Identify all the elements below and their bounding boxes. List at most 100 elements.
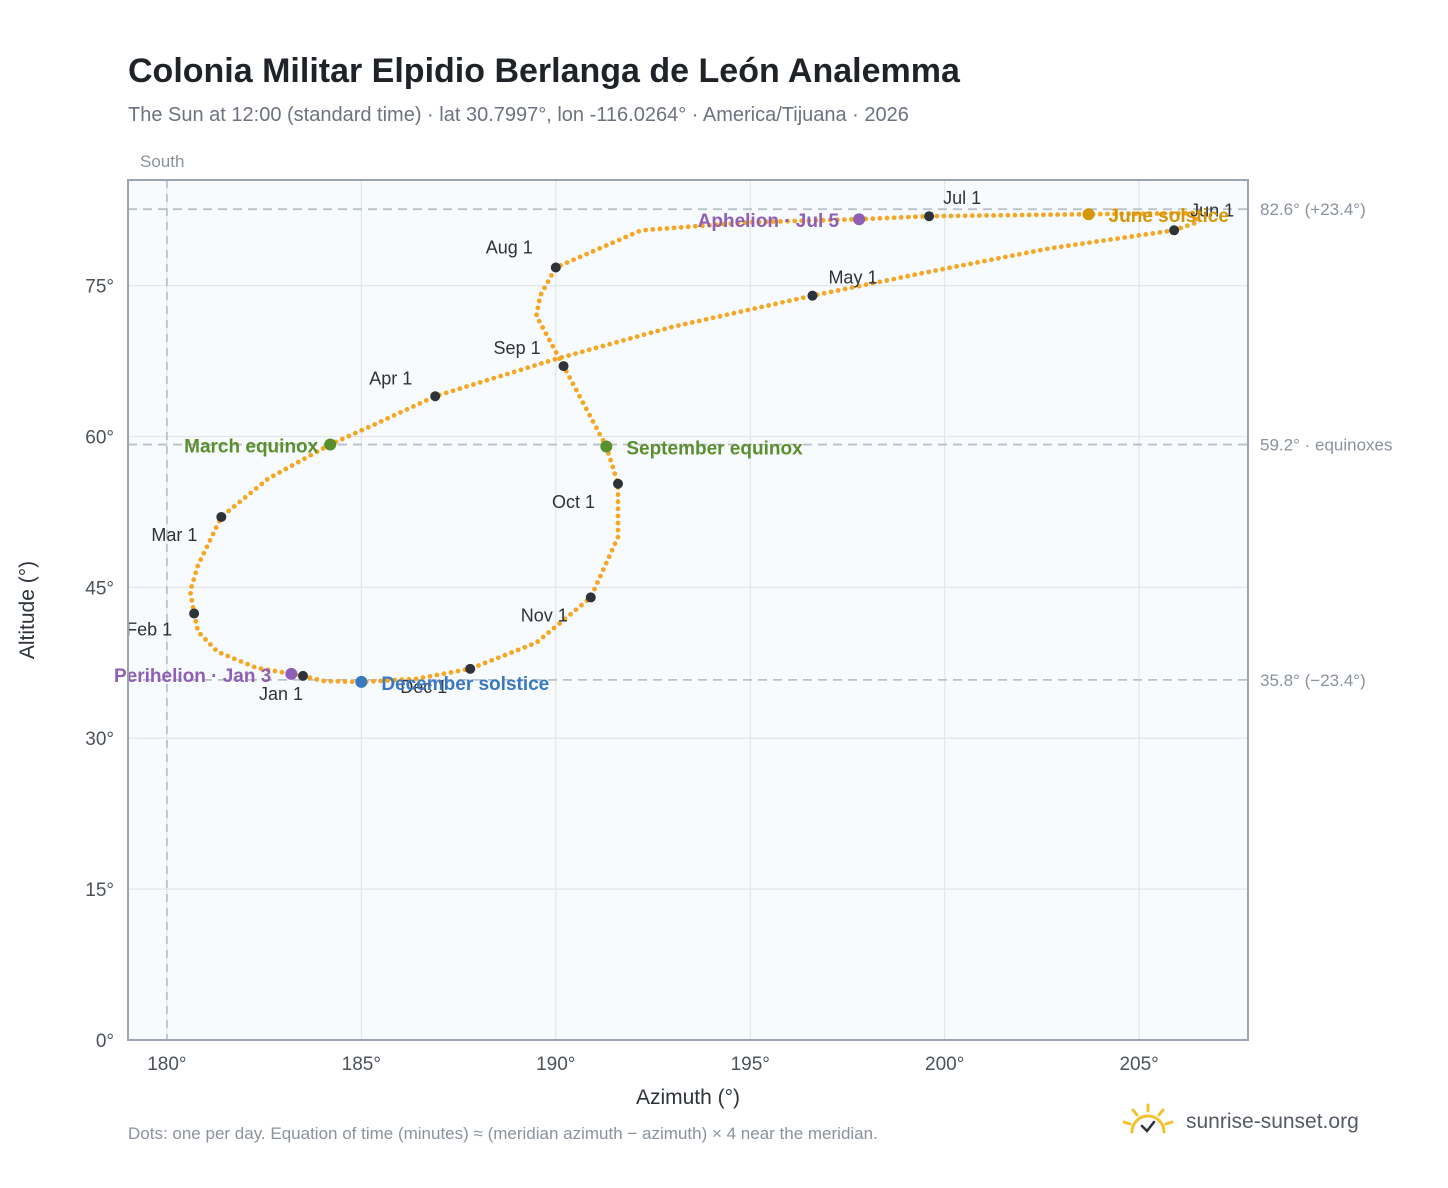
daily-sun-dot	[328, 678, 334, 684]
daily-sun-dot	[657, 226, 663, 232]
daily-sun-dot	[193, 570, 199, 576]
daily-sun-dot	[511, 369, 517, 375]
event-marker-dot	[1082, 208, 1095, 221]
daily-sun-dot	[600, 343, 606, 349]
daily-sun-dot	[615, 499, 621, 505]
analemma-dots	[188, 210, 1199, 685]
daily-sun-dot	[399, 677, 405, 683]
daily-sun-dot	[378, 419, 384, 424]
daily-sun-dot	[535, 639, 541, 644]
daily-sun-dot	[643, 227, 649, 233]
daily-sun-dot	[491, 375, 497, 381]
daily-sun-dot	[302, 456, 307, 462]
daily-sun-dot	[1087, 240, 1092, 246]
brand[interactable]: sunrise-sunset.org	[1120, 1100, 1359, 1144]
daily-sun-dot	[579, 349, 585, 355]
x-tick-label: 185°	[342, 1054, 381, 1075]
month-marker-dot	[924, 211, 935, 222]
reference-line-label: 35.8° (−23.4°)	[1260, 671, 1366, 690]
month-marker-label: Aug 1	[486, 238, 533, 258]
daily-sun-dot	[1176, 210, 1181, 216]
daily-sun-dot	[553, 350, 559, 355]
daily-sun-dot	[793, 296, 799, 302]
daily-sun-dot	[1164, 228, 1170, 234]
daily-sun-dot	[231, 504, 237, 509]
daily-sun-dot	[1161, 211, 1167, 216]
daily-sun-dot	[586, 347, 592, 353]
daily-sun-dot	[420, 675, 426, 680]
daily-sun-dot	[745, 307, 751, 313]
daily-sun-dot	[600, 567, 606, 573]
daily-sun-dot	[470, 382, 476, 387]
daily-sun-dot	[615, 492, 621, 497]
daily-sun-dot	[551, 625, 557, 631]
daily-sun-dot	[1051, 245, 1057, 251]
y-axis-label: Altitude (°)	[16, 561, 39, 659]
daily-sun-dot	[441, 671, 447, 677]
daily-sun-dot	[948, 213, 954, 219]
daily-sun-dot	[1178, 225, 1184, 231]
daily-sun-dot	[213, 525, 219, 530]
y-tick-label: 60°	[85, 427, 114, 448]
daily-sun-dot	[270, 473, 276, 479]
daily-sun-dot	[714, 222, 719, 228]
daily-sun-dot	[1147, 211, 1153, 217]
daily-sun-dot	[982, 258, 987, 264]
daily-sun-dot	[1136, 233, 1142, 238]
daily-sun-dot	[584, 251, 590, 257]
daily-sun-dot	[603, 243, 609, 248]
event-marker-label: September equinox	[626, 439, 803, 460]
daily-sun-dot	[549, 273, 554, 278]
daily-sun-dot	[314, 449, 320, 455]
daily-sun-dot	[820, 217, 826, 223]
daily-sun-dot	[477, 379, 483, 385]
month-marker-label: May 1	[828, 268, 877, 288]
daily-sun-dot	[615, 527, 621, 533]
daily-sun-dot	[792, 218, 798, 224]
y-tick-label: 0°	[96, 1031, 114, 1052]
daily-sun-dot	[641, 332, 647, 338]
daily-sun-dot	[685, 224, 691, 230]
daily-sun-dot	[342, 679, 348, 684]
brand-name[interactable]: sunrise-sunset.org	[1186, 1110, 1359, 1133]
daily-sun-dot	[1080, 241, 1085, 247]
daily-sun-dot	[1140, 211, 1146, 217]
daily-sun-dot	[1058, 244, 1064, 250]
month-marker-label: Jan 1	[259, 684, 303, 704]
daily-sun-dot	[662, 326, 667, 332]
chart-subtitle: The Sun at 12:00 (standard time) · lat 3…	[128, 104, 909, 126]
reference-line-label: 59.2° · equinoxes	[1260, 436, 1393, 455]
month-marker-label: Apr 1	[369, 368, 412, 388]
daily-sun-dot	[669, 324, 674, 330]
daily-sun-dot	[225, 653, 231, 659]
daily-sun-dot	[534, 312, 539, 318]
daily-sun-dot	[535, 305, 541, 311]
daily-sun-dot	[372, 421, 378, 427]
daily-sun-dot	[699, 223, 705, 229]
daily-sun-dot	[707, 222, 712, 228]
daily-sun-dot	[423, 398, 429, 403]
daily-sun-dot	[1019, 212, 1025, 218]
event-marker-label: December solstice	[381, 674, 549, 695]
month-marker-dot	[807, 290, 818, 301]
daily-sun-dot	[1115, 236, 1121, 241]
daily-sun-dot	[457, 386, 463, 392]
daily-sun-dot	[562, 616, 568, 622]
daily-sun-dot	[540, 325, 546, 330]
daily-sun-dot	[538, 291, 544, 297]
plot-frame	[127, 179, 1249, 1041]
daily-sun-dot	[1003, 254, 1008, 260]
daily-sun-dot	[590, 248, 596, 254]
daily-sun-dot	[545, 359, 551, 364]
event-markers: March equinox September equinox June solst…	[114, 206, 1229, 695]
daily-sun-dot	[849, 217, 854, 222]
daily-sun-dot	[571, 257, 576, 263]
daily-sun-dot	[295, 459, 301, 465]
daily-sun-dot	[913, 214, 918, 220]
daily-sun-dot	[272, 668, 278, 674]
daily-sun-dot	[842, 286, 848, 292]
daily-sun-dot	[189, 597, 195, 603]
daily-sun-dot	[1094, 239, 1099, 244]
month-markers: Jan 1 Feb 1 Mar 1 Apr 1 May 1 Jun 1 Jul 1 Aug 1…	[126, 188, 1234, 704]
daily-sun-dot	[780, 299, 785, 305]
